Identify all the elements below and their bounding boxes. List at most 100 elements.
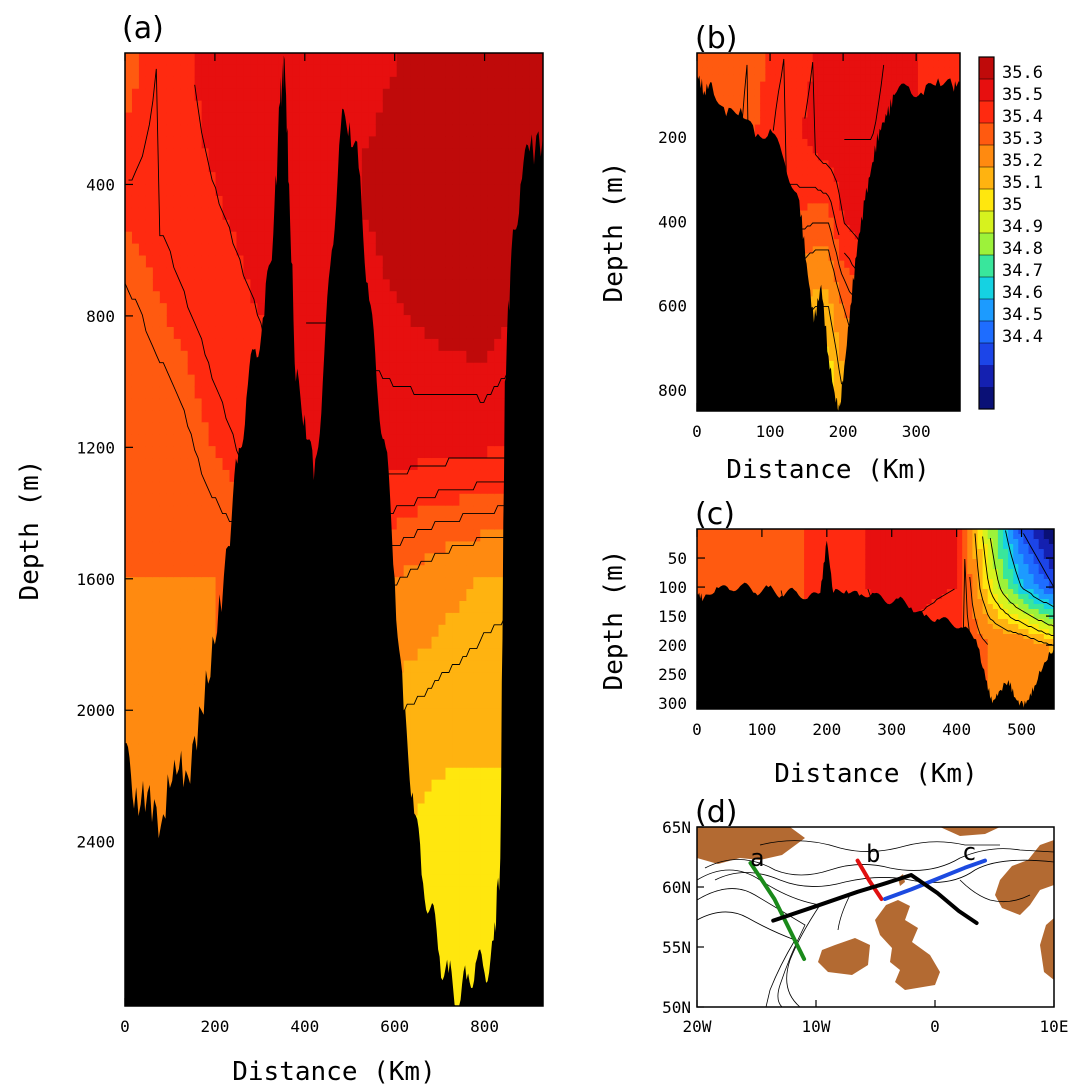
field-cell: [361, 207, 370, 221]
field-cell: [473, 195, 481, 209]
field-cell: [166, 374, 175, 388]
field-cell: [494, 803, 502, 816]
field-cell: [152, 505, 161, 519]
field-cell: [445, 922, 454, 936]
field-cell: [431, 112, 440, 126]
field-cell: [125, 303, 133, 316]
field-cell: [285, 172, 293, 185]
field-cell: [159, 195, 168, 209]
field-cell: [131, 434, 140, 447]
field-cell: [187, 326, 196, 340]
field-cell: [410, 779, 419, 793]
field-cell: [445, 172, 454, 185]
field-cell: [459, 386, 467, 400]
field-cell: [466, 195, 474, 209]
field-cell: [452, 910, 460, 924]
field-cell: [138, 684, 147, 697]
field-cell: [396, 386, 405, 400]
field-cell: [473, 267, 481, 280]
field-cell: [166, 243, 175, 257]
field-cell: [375, 243, 384, 257]
field-cell: [473, 910, 481, 924]
field-cell: [257, 326, 265, 340]
field-cell: [501, 350, 509, 364]
field-cell: [236, 53, 245, 66]
field-cell: [480, 243, 488, 257]
field-cell: [201, 160, 210, 173]
field-cell: [264, 53, 272, 66]
field-cell: [125, 553, 133, 566]
field-cell: [452, 100, 460, 114]
field-cell: [487, 160, 495, 173]
field-cell: [480, 219, 488, 233]
field-cell: [145, 76, 154, 90]
field-cell: [445, 779, 454, 793]
field-cell: [138, 386, 147, 400]
field-cell: [166, 767, 175, 781]
field-cell: [194, 696, 203, 709]
field-cell: [438, 779, 447, 793]
field-cell: [452, 124, 460, 137]
field-cell: [257, 53, 265, 66]
field-cell: [145, 612, 154, 626]
field-cell: [250, 231, 258, 245]
field-cell: [250, 148, 258, 161]
field-cell: [125, 195, 133, 209]
field-cell: [466, 696, 474, 709]
field-cell: [125, 338, 133, 352]
field-cell: [466, 970, 474, 983]
field-cell: [334, 148, 342, 161]
field-cell: [194, 64, 203, 78]
field-cell: [306, 398, 314, 411]
field-cell: [445, 434, 454, 447]
field-cell: [452, 589, 460, 602]
field-cell: [299, 172, 307, 185]
field-cell: [501, 195, 509, 209]
field-cell: [229, 398, 238, 411]
field-cell: [215, 529, 224, 543]
field-cell: [125, 243, 133, 257]
field-cell: [180, 672, 189, 685]
field-cell: [487, 565, 495, 578]
field-cell: [424, 434, 433, 447]
field-cell: [292, 100, 300, 114]
field-cell: [166, 481, 175, 495]
y-tick-label: 1600: [76, 570, 115, 589]
field-cell: [222, 112, 231, 126]
field-cell: [236, 398, 245, 411]
field-cell: [194, 481, 203, 495]
field-cell: [515, 136, 523, 149]
field-cell: [403, 636, 412, 650]
field-cell: [459, 53, 467, 66]
field-cell: [494, 326, 502, 340]
field-cell: [152, 612, 161, 626]
field-cell: [173, 434, 182, 447]
field-cell: [438, 874, 447, 888]
field-cell: [145, 648, 154, 662]
field-cell: [152, 696, 161, 709]
field-cell: [396, 148, 405, 161]
field-cell: [131, 231, 140, 245]
field-cell: [152, 291, 161, 304]
field-cell: [159, 481, 168, 495]
field-cell: [403, 291, 412, 304]
field-cell: [215, 338, 224, 352]
field-cell: [459, 64, 467, 78]
field-cell: [424, 636, 433, 650]
field-cell: [438, 612, 447, 626]
field-cell: [459, 708, 467, 721]
field-cell: [201, 219, 210, 233]
field-cell: [424, 577, 433, 590]
field-cell: [452, 76, 460, 90]
field-cell: [459, 481, 467, 495]
field-cell: [173, 291, 182, 304]
field-cell: [417, 124, 426, 137]
field-cell: [473, 898, 481, 912]
field-cell: [173, 565, 182, 578]
field-cell: [313, 88, 321, 102]
field-cell: [236, 76, 245, 90]
field-cell: [159, 767, 168, 781]
field-cell: [445, 458, 454, 471]
field-cell: [424, 446, 433, 459]
field-cell: [166, 636, 175, 650]
